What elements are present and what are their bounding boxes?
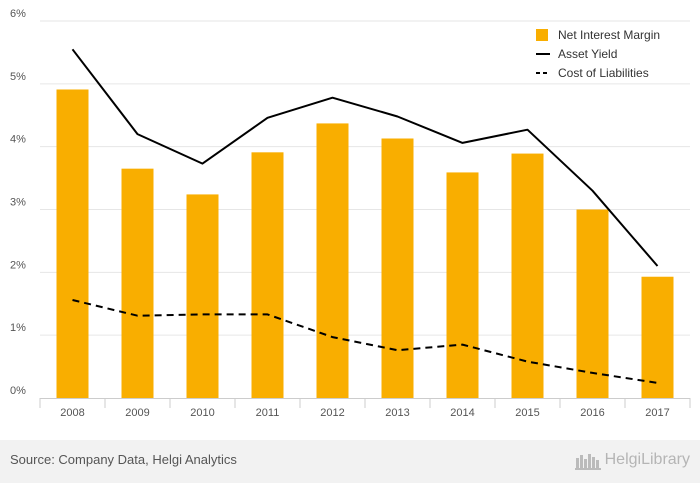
y-tick-label: 6% <box>10 8 26 20</box>
lines <box>73 49 658 383</box>
bar <box>57 89 89 398</box>
library-icon <box>575 450 601 470</box>
x-tick-label: 2009 <box>125 407 149 419</box>
source-note: Source: Company Data, Helgi Analytics <box>10 452 237 467</box>
x-tick-label: 2013 <box>385 407 409 419</box>
legend-label: Asset Yield <box>558 47 617 61</box>
x-tick-label: 2017 <box>645 407 669 419</box>
y-tick-label: 4% <box>10 134 26 146</box>
x-tick-label: 2008 <box>60 407 84 419</box>
legend-label: Net Interest Margin <box>558 28 660 42</box>
bar <box>577 210 609 399</box>
bar <box>642 277 674 398</box>
series-line <box>73 300 658 383</box>
x-tick-label: 2014 <box>450 407 474 419</box>
y-tick-label: 1% <box>10 322 26 334</box>
x-tick-label: 2015 <box>515 407 539 419</box>
x-tick-label: 2011 <box>256 407 280 419</box>
x-tick-label: 2010 <box>190 407 214 419</box>
series-line <box>73 49 658 266</box>
bar <box>122 169 154 398</box>
y-tick-label: 0% <box>10 385 26 397</box>
y-tick-label: 3% <box>10 197 26 209</box>
legend-label: Cost of Liabilities <box>558 66 649 80</box>
legend-swatch-bar <box>536 29 548 41</box>
x-tick-label: 2012 <box>320 407 344 419</box>
bar <box>187 194 219 398</box>
y-axis: 0% 1% 2% 3% 4% 5% 6% <box>10 8 26 397</box>
bar <box>512 154 544 398</box>
y-tick-label: 2% <box>10 259 26 271</box>
x-tick-label: 2016 <box>580 407 604 419</box>
bars-net-interest-margin <box>57 89 674 398</box>
chart: 0%1%2%3%4%5%6% 2008 2009 2010 2011 2012 2013 2… <box>0 0 700 440</box>
bar <box>317 123 349 398</box>
footer: Source: Company Data, Helgi Analytics He… <box>0 440 700 483</box>
brand-name: HelgiLibrary <box>605 451 690 469</box>
x-axis: 2008 2009 2010 2011 2012 2013 2014 2015 2016 2017 <box>40 398 690 419</box>
brand-logo: HelgiLibrary <box>575 450 690 470</box>
bar <box>447 172 479 398</box>
bar <box>252 152 284 398</box>
legend: Net Interest Margin Asset Yield Cost of Li… <box>536 28 660 80</box>
bar <box>382 138 414 398</box>
y-tick-label: 5% <box>10 71 26 83</box>
